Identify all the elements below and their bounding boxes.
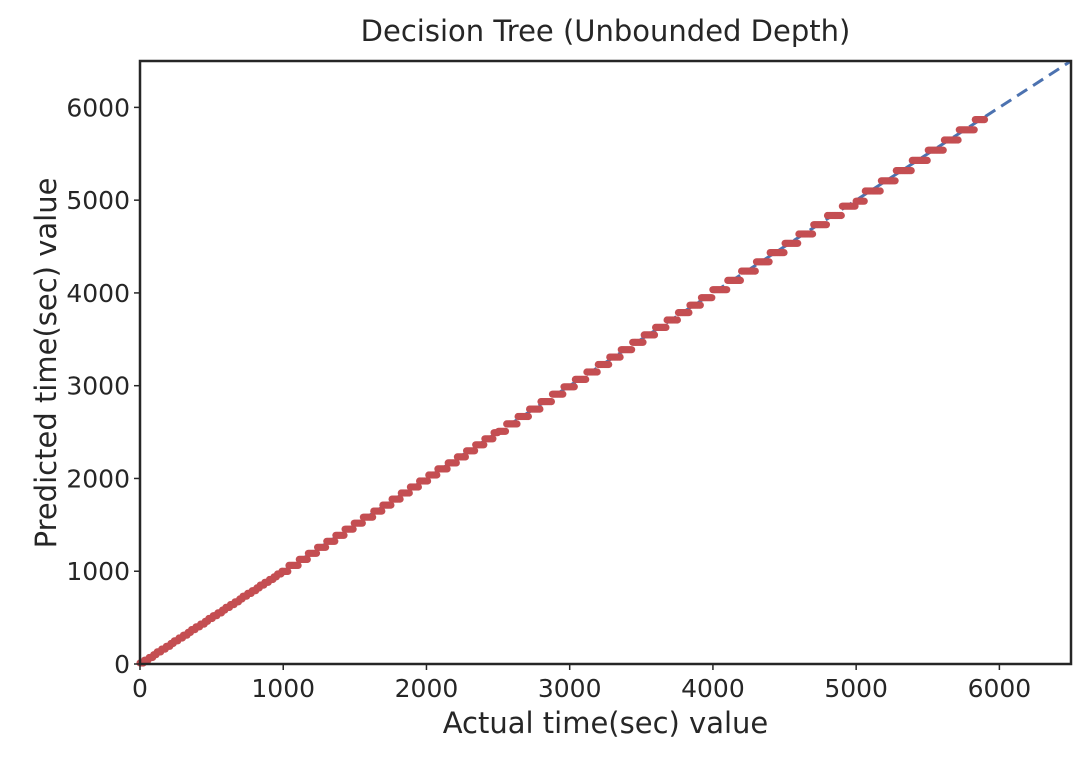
scatter-point <box>736 276 745 284</box>
scatter-point <box>358 519 366 527</box>
scatter-point <box>923 156 931 164</box>
scatter-point <box>349 525 357 533</box>
x-tick-label: 0 <box>132 674 148 703</box>
x-tick-label: 2000 <box>395 674 459 703</box>
plot-frame <box>138 59 1073 666</box>
scatter-point <box>387 501 395 509</box>
scatter-point <box>501 427 510 435</box>
scatter-point <box>639 338 647 346</box>
scatter-point <box>891 177 899 185</box>
scatter-point <box>662 323 670 331</box>
scatter-point <box>547 398 556 406</box>
scatter-point <box>433 471 441 479</box>
scatter-point <box>751 267 759 275</box>
scatter-point <box>369 513 377 521</box>
scatter-point <box>559 390 567 398</box>
points-layer <box>136 116 989 667</box>
x-tick-label: 3000 <box>538 674 602 703</box>
scatter-point <box>582 375 590 383</box>
scatter-point <box>685 309 693 317</box>
scatter-point <box>605 360 613 369</box>
scatter-point <box>822 221 831 229</box>
scatter-point <box>723 286 731 294</box>
scatter-point <box>954 136 962 144</box>
x-tick-label: 1000 <box>251 674 315 703</box>
scatter-point <box>593 368 601 376</box>
scatter-point <box>570 383 578 391</box>
scatter-point <box>780 249 788 257</box>
scatter-point <box>980 116 989 124</box>
scatter-point <box>524 412 533 421</box>
x-tick-label: 4000 <box>681 674 745 703</box>
scatter-point <box>294 561 302 570</box>
scatter-point <box>513 420 521 428</box>
y-tick-label: 6000 <box>66 93 130 122</box>
scatter-point <box>628 346 636 354</box>
y-tick-label: 0 <box>114 650 130 679</box>
scatter-point <box>650 331 659 339</box>
chart-title: Decision Tree (Unbounded Depth) <box>360 14 851 48</box>
scatter-point <box>489 435 497 443</box>
scatter-point <box>876 187 884 195</box>
scatter-point <box>312 549 321 557</box>
scatter-point <box>405 489 413 497</box>
x-axis-label: Actual time(sec) value <box>442 706 769 740</box>
scatter-point <box>939 146 947 154</box>
y-tick-label: 4000 <box>66 279 130 308</box>
y-tick-label: 2000 <box>66 464 130 493</box>
scatter-point <box>480 441 488 449</box>
scatter-point <box>970 126 978 134</box>
scatter-point <box>860 197 868 205</box>
scatter-point <box>471 447 479 455</box>
x-tick-label: 6000 <box>968 674 1032 703</box>
scatter-point <box>536 405 544 413</box>
scatter-point <box>424 477 432 485</box>
scatter-point <box>794 239 802 247</box>
scatter-point <box>322 543 330 551</box>
scatter-point <box>340 531 348 539</box>
scatter-point <box>673 316 682 324</box>
scatter-point <box>616 353 624 361</box>
scatter-point <box>461 453 469 461</box>
y-tick-label: 3000 <box>66 372 130 401</box>
scatter-point <box>452 459 460 467</box>
scatter-point <box>303 555 311 564</box>
x-tick-label: 5000 <box>824 674 888 703</box>
ticks-layer: 0 1000 2000 3000 4000 5000 6000 0 1000 2000 3000 40… <box>66 93 1031 703</box>
scatter-point <box>331 537 339 545</box>
scatter-point <box>837 211 845 220</box>
scatter-point <box>414 483 422 491</box>
scatter-point <box>765 258 773 266</box>
y-tick-label: 1000 <box>66 557 130 586</box>
scatter-point <box>696 301 704 309</box>
scatter-point <box>907 167 915 175</box>
scatter-point <box>708 294 716 302</box>
scatter-point <box>443 465 451 473</box>
y-tick-label: 5000 <box>66 186 130 215</box>
scatter-point <box>396 495 404 503</box>
scatter-point <box>284 567 292 576</box>
scatter-point <box>378 507 386 515</box>
scatter-point <box>809 230 817 238</box>
y-axis-label: Predicted time(sec) value <box>29 177 63 549</box>
